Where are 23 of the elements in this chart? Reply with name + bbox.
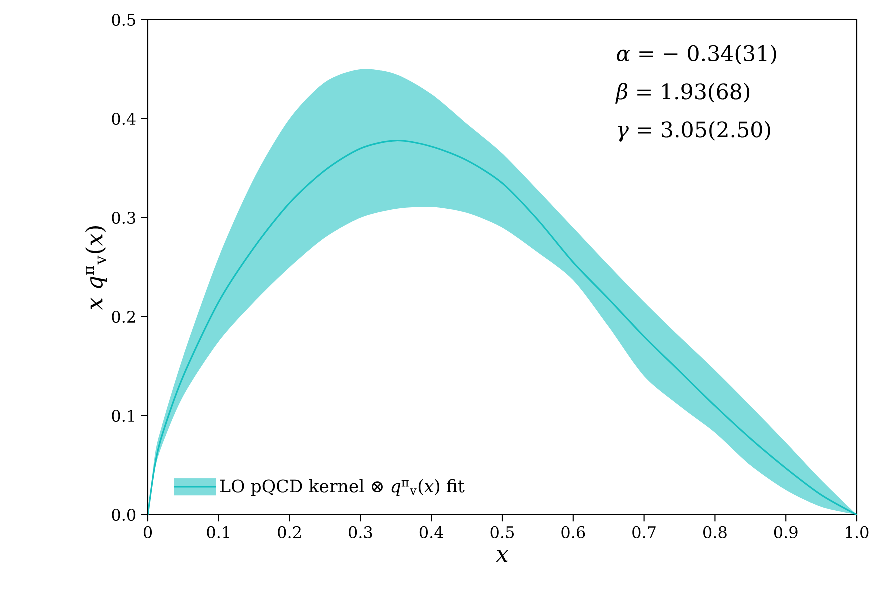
y-tick-label: 0.3 [112,212,136,224]
y-tick-label: 0.2 [112,310,136,324]
y-tick-label: 0.1 [112,410,134,422]
x-tick-label: 0.6 [562,526,586,538]
x-axis-title: x [496,550,509,562]
x-tick-label: 0.5 [490,526,514,538]
x-tick-label: 0.4 [420,526,444,538]
legend-label: LO pQCD kernel ⊗ q$^{π}$$_{v}$(x) fit [220,479,465,496]
y-tick-label: 0.4 [112,112,136,126]
annotation: β = 1.93(68) [616,83,750,104]
x-tick-label: 0.1 [207,526,230,538]
annotation: α = − 0.34(31) [617,45,776,65]
x-tick-label: 0.2 [278,526,301,538]
x-tick-label: 0 [144,526,152,538]
x-tick-label: 0.8 [704,526,727,538]
x-tick-label: 0.9 [774,526,798,538]
x-tick-label: 1.0 [846,526,869,538]
x-tick-label: 0.3 [349,526,372,538]
y-axis-title: x q$^{π}$$_{v}$(x) [85,226,108,310]
y-tick-label: 0.0 [112,508,136,522]
x-tick-label: 0.7 [632,526,656,538]
y-tick-label: 0.5 [112,14,136,26]
annotation: γ = 3.05(2.50) [618,121,770,142]
